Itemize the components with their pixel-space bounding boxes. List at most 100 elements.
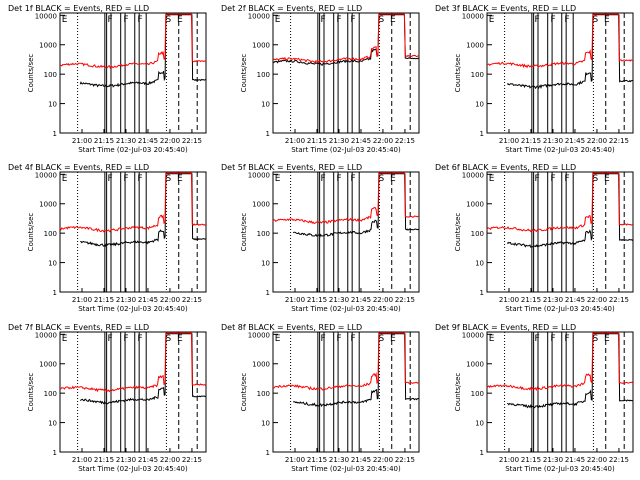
y-tick-label: 100 xyxy=(44,390,57,398)
marker-letter: F xyxy=(137,15,142,25)
marker-letter: S xyxy=(166,334,172,344)
plot-frame xyxy=(272,331,420,453)
x-tick-label: 21:00 xyxy=(499,296,519,304)
x-tick-label: 21:00 xyxy=(285,456,305,464)
marker-letter: E xyxy=(390,15,396,25)
lld-series-line xyxy=(59,13,207,69)
x-tick-label: 22:00 xyxy=(373,456,393,464)
panel-title: Det 7f BLACK = Events, RED = LLD xyxy=(8,323,149,332)
x-tick-label: 21:00 xyxy=(72,137,92,145)
marker-letter: F xyxy=(320,334,325,344)
marker-letter: F xyxy=(564,174,569,184)
events-series-line xyxy=(506,333,634,409)
y-axis-label: Counts/sec xyxy=(454,54,462,93)
x-axis-label: Start Time (02-Jul-03 20:45:40) xyxy=(505,305,615,313)
y-tick-label: 10 xyxy=(475,260,484,268)
y-tick-label: 1000 xyxy=(39,201,57,209)
y-tick-label: 10000 xyxy=(35,12,57,20)
marker-letter: F xyxy=(350,174,355,184)
marker-letter: F xyxy=(564,15,569,25)
panel-title: Det 5f BLACK = Events, RED = LLD xyxy=(221,163,362,172)
y-tick-label: 10000 xyxy=(248,12,270,20)
x-tick-label: 22:00 xyxy=(160,456,180,464)
y-tick-label: 1 xyxy=(266,289,270,297)
x-tick-label: 21:30 xyxy=(543,137,563,145)
x-tick-label: 21:15 xyxy=(521,456,541,464)
marker-letter: F xyxy=(107,15,112,25)
y-axis-label: Counts/sec xyxy=(240,54,248,93)
marker-letter: E xyxy=(62,174,68,184)
x-tick-label: 22:00 xyxy=(587,456,607,464)
marker-letter: F xyxy=(336,15,341,25)
events-series-line xyxy=(292,333,420,408)
events-series-line xyxy=(80,173,207,248)
x-tick-label: 21:15 xyxy=(94,137,114,145)
y-axis-label: Counts/sec xyxy=(27,373,35,412)
lld-series-line xyxy=(59,332,207,393)
y-tick-label: 100 xyxy=(471,230,484,238)
y-tick-label: 1000 xyxy=(252,361,270,369)
x-axis-label: Start Time (02-Jul-03 20:45:40) xyxy=(505,465,615,473)
y-tick-label: 1 xyxy=(53,449,57,457)
panel-title: Det 2f BLACK = Events, RED = LLD xyxy=(221,4,362,13)
marker-letter: F xyxy=(350,15,355,25)
marker-letter: F xyxy=(137,174,142,184)
lld-series-line xyxy=(486,332,634,392)
marker-letter: F xyxy=(534,174,539,184)
x-tick-label: 21:00 xyxy=(72,296,92,304)
y-tick-label: 1 xyxy=(266,130,270,138)
y-tick-label: 1 xyxy=(480,289,484,297)
y-tick-label: 1 xyxy=(266,449,270,457)
x-tick-label: 21:45 xyxy=(351,456,371,464)
marker-letter: E xyxy=(489,334,495,344)
y-axis-label: Counts/sec xyxy=(27,54,35,93)
lld-series-line xyxy=(486,172,634,233)
marker-letter: F xyxy=(123,174,128,184)
marker-letter: S xyxy=(379,334,385,344)
marker-letter: F xyxy=(123,15,128,25)
plot-frame xyxy=(272,12,420,134)
x-tick-label: 21:15 xyxy=(307,456,327,464)
marker-letter: E xyxy=(62,334,68,344)
x-tick-label: 22:00 xyxy=(160,296,180,304)
y-axis-label: Counts/sec xyxy=(240,213,248,252)
x-axis-label: Start Time (02-Jul-03 20:45:40) xyxy=(291,305,401,313)
y-tick-label: 100 xyxy=(44,230,57,238)
x-tick-label: 21:15 xyxy=(307,296,327,304)
x-tick-label: 21:00 xyxy=(499,456,519,464)
marker-letter: S xyxy=(379,15,385,25)
marker-letter: E xyxy=(390,174,396,184)
x-axis-label: Start Time (02-Jul-03 20:45:40) xyxy=(291,465,401,473)
events-series-line xyxy=(79,14,207,88)
y-tick-label: 1000 xyxy=(252,201,270,209)
marker-letter: F xyxy=(336,334,341,344)
marker-letter: E xyxy=(390,334,396,344)
marker-letter: E xyxy=(275,334,281,344)
y-tick-label: 10000 xyxy=(462,171,484,179)
y-tick-label: 1000 xyxy=(39,42,57,50)
y-tick-label: 1 xyxy=(53,289,57,297)
y-tick-label: 10 xyxy=(261,420,270,428)
x-tick-label: 22:00 xyxy=(587,137,607,145)
marker-letter: F xyxy=(123,334,128,344)
y-tick-label: 100 xyxy=(471,390,484,398)
x-axis-label: Start Time (02-Jul-03 20:45:40) xyxy=(78,305,188,313)
x-tick-label: 21:15 xyxy=(94,456,114,464)
plot-frame xyxy=(486,171,634,293)
y-tick-label: 1000 xyxy=(466,42,484,50)
x-tick-label: 21:45 xyxy=(565,137,585,145)
x-tick-label: 22:15 xyxy=(395,456,415,464)
x-tick-label: 22:15 xyxy=(609,456,629,464)
y-tick-label: 10000 xyxy=(35,331,57,339)
y-tick-label: 10000 xyxy=(462,331,484,339)
y-tick-label: 100 xyxy=(44,71,57,79)
y-tick-label: 1 xyxy=(480,449,484,457)
lld-series-line xyxy=(486,13,634,69)
y-tick-label: 100 xyxy=(257,71,270,79)
marker-letter: E xyxy=(177,174,183,184)
x-tick-label: 21:45 xyxy=(565,456,585,464)
x-tick-label: 21:30 xyxy=(329,456,349,464)
plot-frame xyxy=(272,171,420,293)
x-tick-label: 21:45 xyxy=(565,296,585,304)
